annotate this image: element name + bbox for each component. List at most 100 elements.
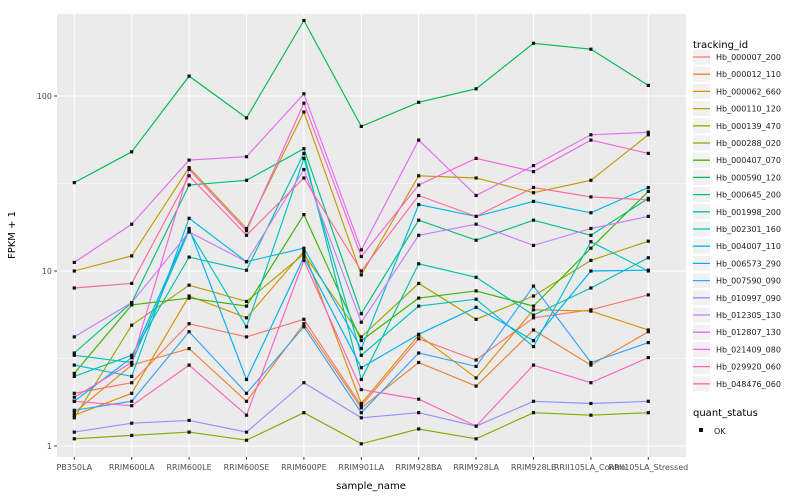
data-point [187, 296, 191, 300]
data-point [646, 328, 650, 332]
data-point [646, 151, 650, 155]
data-point [589, 178, 593, 182]
quant-status-ok-marker [699, 428, 703, 432]
data-point [187, 174, 191, 178]
data-point [531, 164, 536, 168]
data-point [244, 260, 249, 264]
x-tick-label: RRIM928LE [511, 463, 556, 472]
data-point [187, 167, 191, 172]
data-point [417, 174, 421, 178]
data-point [244, 268, 249, 272]
data-point [130, 433, 134, 437]
data-point [187, 183, 191, 187]
data-point [72, 411, 76, 415]
data-point [359, 124, 363, 128]
data-point [589, 381, 593, 385]
data-point [359, 388, 363, 392]
data-point [130, 353, 134, 357]
data-point [72, 430, 76, 434]
legend-label: Hb_021409_080 [716, 345, 781, 354]
data-point [187, 294, 191, 298]
data-point [359, 335, 363, 339]
data-point [646, 185, 650, 190]
data-point [72, 374, 76, 378]
data-point [531, 363, 536, 367]
data-point [302, 147, 306, 151]
data-point [531, 218, 536, 222]
data-point [474, 156, 478, 160]
data-point [359, 406, 363, 410]
x-tick-label: RRII105LA_Control [554, 463, 628, 472]
legend-label: Hb_010997_090 [716, 294, 781, 303]
data-point [646, 293, 650, 297]
data-point [130, 363, 134, 367]
x-tick-label: RRIM600SE [224, 463, 270, 472]
data-point [359, 339, 363, 343]
data-point [244, 413, 249, 417]
data-point [589, 240, 593, 244]
data-point [72, 437, 76, 441]
data-point [646, 268, 650, 272]
data-point [474, 87, 478, 91]
data-point [646, 330, 650, 334]
data-point [531, 41, 536, 45]
legend-label: Hb_000288_020 [716, 139, 781, 148]
x-tick-label: RRIM600PE [281, 463, 327, 472]
data-point [359, 347, 363, 351]
data-point [187, 347, 191, 351]
data-point [302, 110, 306, 114]
data-point [531, 170, 536, 174]
data-point [130, 391, 134, 395]
legend-label: Hb_000062_660 [716, 87, 781, 96]
data-point [531, 328, 536, 332]
legend-label: Hb_002301_160 [716, 225, 781, 234]
data-point [72, 269, 76, 273]
data-point [417, 296, 421, 300]
data-point [474, 289, 478, 293]
data-point [302, 101, 306, 105]
data-point [130, 254, 134, 258]
data-point [359, 312, 363, 316]
data-point [646, 130, 650, 134]
data-point [474, 358, 478, 362]
data-point [474, 437, 478, 441]
data-point [130, 222, 134, 226]
y-tick-label: 100 [37, 92, 52, 101]
x-tick-label: RRIM901LA [338, 463, 384, 472]
data-point [359, 320, 363, 324]
data-point [474, 275, 478, 279]
data-point [302, 246, 306, 250]
data-point [244, 116, 249, 120]
data-point [302, 18, 306, 23]
data-point [417, 281, 421, 285]
data-point [589, 360, 593, 365]
data-point [417, 202, 421, 207]
legend-label: Hb_000590_120 [716, 173, 781, 182]
data-point [187, 322, 191, 326]
data-point [72, 371, 76, 375]
data-point [359, 411, 363, 415]
data-point [646, 356, 650, 360]
data-point [531, 316, 536, 320]
data-point [72, 363, 76, 367]
data-point [302, 325, 306, 329]
data-point [72, 399, 76, 403]
data-point [417, 193, 421, 198]
data-point [72, 260, 76, 264]
data-point [187, 363, 191, 367]
data-point [589, 401, 593, 406]
data-point [531, 339, 536, 343]
data-point [72, 395, 76, 399]
data-point [417, 427, 421, 431]
data-point [417, 332, 421, 336]
data-point [474, 317, 478, 321]
data-point [130, 399, 134, 403]
data-point [417, 304, 421, 308]
data-point [302, 411, 306, 415]
quant-status-legend-title: quant_status [693, 408, 758, 419]
data-point [244, 438, 249, 442]
data-point [359, 254, 363, 259]
data-point [531, 313, 536, 317]
data-point [187, 74, 191, 78]
